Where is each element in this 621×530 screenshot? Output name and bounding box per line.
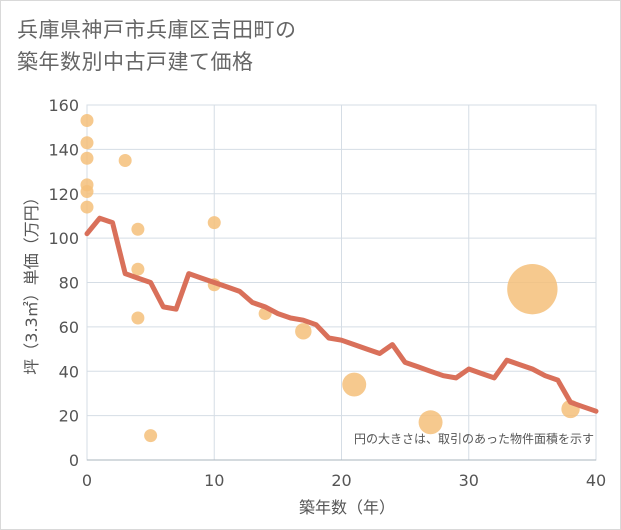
y-tick-label: 20 [59, 407, 79, 426]
data-bubble [295, 323, 312, 340]
data-bubble [80, 114, 94, 128]
data-bubble [207, 216, 221, 230]
data-bubble [118, 153, 132, 167]
y-tick-label: 60 [59, 318, 79, 337]
average-line-layer [84, 215, 599, 414]
data-bubble [131, 262, 145, 276]
data-bubble [80, 185, 94, 199]
data-bubble [131, 222, 145, 236]
average-price-line [84, 215, 599, 414]
y-tick-labels: 0 20 40 60 80 100 120 140 160 [48, 96, 79, 470]
x-tick-label: 30 [459, 471, 479, 490]
data-bubble [80, 151, 94, 165]
y-tick-label: 160 [48, 96, 79, 115]
x-tick-label: 0 [82, 471, 92, 490]
x-tick-label: 20 [331, 471, 351, 490]
data-bubble [342, 372, 367, 397]
chart-title: 兵庫県神戸市兵庫区吉田町の 築年数別中古戸建て価格 [17, 14, 497, 78]
chart-title-line2: 築年数別中古戸建て価格 [17, 50, 254, 74]
data-bubble [144, 429, 158, 443]
y-tick-label: 120 [48, 185, 79, 204]
y-axis-title: 坪（3.3㎡）単価（万円） [22, 189, 41, 374]
bubble-layer [80, 114, 580, 443]
data-bubble [131, 311, 145, 325]
chart-title-line1: 兵庫県神戸市兵庫区吉田町の [17, 18, 297, 42]
y-tick-label: 0 [69, 451, 79, 470]
x-tick-labels: 0 10 20 30 40 [82, 471, 606, 490]
y-tick-label: 100 [48, 229, 79, 248]
grid [86, 104, 597, 461]
data-bubble [80, 136, 94, 150]
data-bubble [418, 410, 443, 435]
data-bubble [507, 263, 558, 315]
x-tick-label: 40 [586, 471, 606, 490]
x-tick-label: 10 [204, 471, 224, 490]
x-axis-title: 築年数（年） [299, 498, 395, 517]
y-tick-label: 140 [48, 140, 79, 159]
y-tick-label: 40 [59, 362, 79, 381]
y-tick-label: 80 [59, 274, 79, 293]
data-bubble [80, 200, 94, 214]
bubble-size-note: 円の大きさは、取引のあった物件面積を示す [354, 431, 594, 446]
